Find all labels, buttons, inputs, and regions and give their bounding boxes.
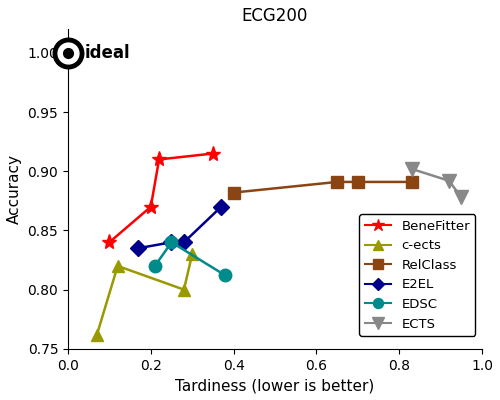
- E2EL: [181, 240, 187, 245]
- BeneFitter: [106, 240, 112, 245]
- c-ECTS: [114, 264, 120, 268]
- EDSC: [222, 273, 228, 278]
- RelClass: [355, 180, 361, 184]
- E2EL: [136, 246, 141, 250]
- E2EL: [168, 240, 174, 245]
- Line: ECTS: ECTS: [404, 162, 468, 204]
- Text: ideal: ideal: [84, 44, 130, 62]
- c-ECTS: [94, 332, 100, 337]
- ECTS: [446, 178, 452, 183]
- ECTS: [458, 195, 464, 200]
- Line: BeneFitter: BeneFitter: [102, 146, 220, 250]
- Y-axis label: Accuracy: Accuracy: [7, 154, 22, 224]
- Line: E2EL: E2EL: [133, 201, 226, 254]
- Title: ECG200: ECG200: [242, 7, 308, 25]
- c-ECTS: [189, 252, 195, 256]
- RelClass: [230, 190, 236, 195]
- E2EL: [218, 204, 224, 209]
- BeneFitter: [156, 157, 162, 162]
- BeneFitter: [148, 204, 154, 209]
- EDSC: [152, 264, 158, 268]
- Legend: BeneFitter, c-ects, RelClass, E2EL, EDSC, ECTS: BeneFitter, c-ects, RelClass, E2EL, EDSC…: [360, 214, 476, 336]
- Line: RelClass: RelClass: [228, 176, 418, 199]
- Line: c-ECTS: c-ECTS: [90, 248, 198, 341]
- EDSC: [168, 240, 174, 245]
- BeneFitter: [210, 151, 216, 156]
- ECTS: [408, 166, 414, 171]
- RelClass: [408, 180, 414, 184]
- X-axis label: Tardiness (lower is better): Tardiness (lower is better): [176, 378, 374, 393]
- c-ECTS: [181, 287, 187, 292]
- RelClass: [334, 180, 340, 184]
- Line: EDSC: EDSC: [148, 236, 232, 282]
